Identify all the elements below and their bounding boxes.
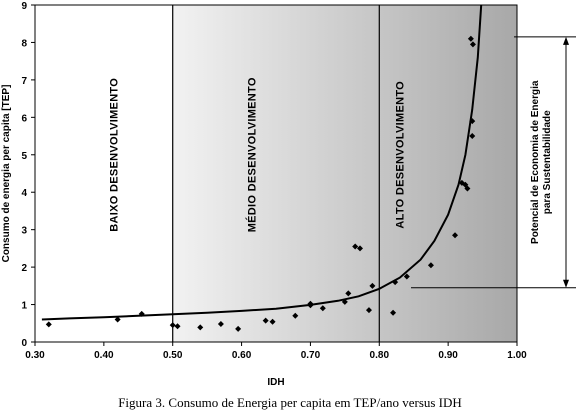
data-point — [45, 321, 52, 328]
data-point — [114, 316, 121, 323]
data-point — [390, 309, 397, 316]
chart: BAIXO DESENVOLVIMENTO MÉDIO DESENVOLVIMEN… — [1, 1, 576, 388]
data-point — [352, 243, 359, 250]
x-tick-label: 0.80 — [370, 350, 390, 361]
x-tick-label: 0.30 — [25, 350, 45, 361]
annotation-text-0: Potencial de Economia de Energia — [530, 80, 541, 244]
region-label-0: BAIXO DESENVOLVIMENTO — [109, 78, 121, 232]
y-tick-label: 7 — [21, 76, 27, 87]
data-point — [427, 262, 434, 269]
data-point — [469, 133, 476, 140]
data-point — [357, 245, 364, 252]
x-axis-label: IDH — [267, 377, 284, 388]
y-tick-label: 0 — [21, 338, 27, 349]
data-point — [452, 232, 459, 239]
plot-frame — [34, 4, 518, 343]
data-point — [292, 312, 299, 319]
data-point — [469, 118, 476, 125]
y-tick-label: 8 — [21, 38, 27, 49]
trend-curve — [41, 4, 483, 321]
figure-caption: Figura 3. Consumo de Energia per capita … — [118, 395, 462, 410]
y-tick-label: 6 — [21, 113, 27, 124]
data-point — [174, 323, 181, 330]
data-point — [235, 325, 242, 332]
x-tick-label: 0.60 — [232, 350, 252, 361]
y-tick-label: 2 — [21, 263, 27, 274]
data-point — [169, 322, 176, 329]
data-point — [469, 41, 476, 48]
data-point — [403, 273, 410, 280]
x-tick-label: 0.40 — [94, 350, 114, 361]
data-point — [269, 318, 276, 325]
region-label-2: ALTO DESENVOLVIMENTO — [394, 81, 406, 229]
x-tick-label: 0.50 — [163, 350, 183, 361]
y-tick-label: 4 — [21, 188, 27, 199]
x-tick-label: 0.70 — [301, 350, 321, 361]
y-tick-label: 1 — [21, 301, 27, 312]
data-point — [197, 324, 204, 331]
high-idh-shading — [172, 5, 517, 342]
arrow-down-icon — [563, 279, 569, 288]
region-label-1: MÉDIO DESENVOLVIMENTO — [245, 77, 258, 232]
data-point — [307, 302, 314, 309]
data-point — [217, 321, 224, 328]
data-point — [464, 185, 471, 192]
data-point — [369, 282, 376, 289]
data-point — [345, 290, 352, 297]
data-point — [138, 310, 145, 317]
data-point — [392, 279, 399, 286]
x-tick-label: 0.90 — [438, 350, 458, 361]
x-tick-label: 1.00 — [507, 350, 527, 361]
data-point — [341, 298, 348, 305]
annotation-text-1: para Sustentabilidade — [542, 110, 553, 214]
y-axis-label: Consumo de energia per capita [TEP] — [1, 85, 12, 263]
arrow-up-icon — [563, 36, 569, 45]
data-point — [467, 35, 474, 42]
y-tick-label: 9 — [21, 1, 27, 12]
y-tick-label: 5 — [21, 151, 27, 162]
data-point — [319, 305, 326, 312]
data-point — [365, 307, 372, 314]
y-tick-label: 3 — [21, 226, 27, 237]
data-point — [262, 317, 269, 324]
